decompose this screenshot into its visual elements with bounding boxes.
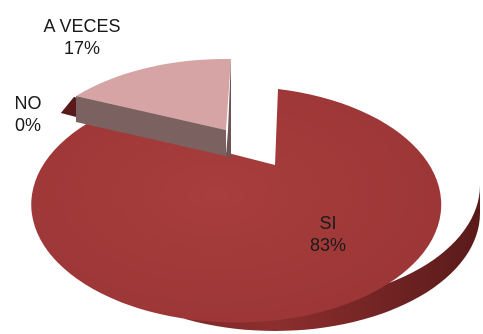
slice-a-veces bbox=[76, 58, 231, 158]
label-si: SI 83% bbox=[288, 212, 368, 256]
slice-si bbox=[31, 89, 480, 331]
label-no-name: NO bbox=[14, 93, 42, 113]
label-a-veces: A VECES 17% bbox=[22, 15, 142, 59]
label-si-name: SI bbox=[319, 213, 337, 233]
label-a-veces-name: A VECES bbox=[43, 16, 121, 36]
slice-a-veces-top bbox=[76, 58, 231, 130]
label-no-value: 0% bbox=[14, 115, 41, 135]
slice-si-top bbox=[31, 89, 442, 323]
label-no: NO 0% bbox=[0, 92, 56, 136]
label-a-veces-value: 17% bbox=[63, 38, 101, 58]
slice-a-veces-front bbox=[76, 96, 226, 156]
slice-a-veces-side bbox=[226, 59, 231, 158]
label-si-value: 83% bbox=[309, 235, 347, 255]
